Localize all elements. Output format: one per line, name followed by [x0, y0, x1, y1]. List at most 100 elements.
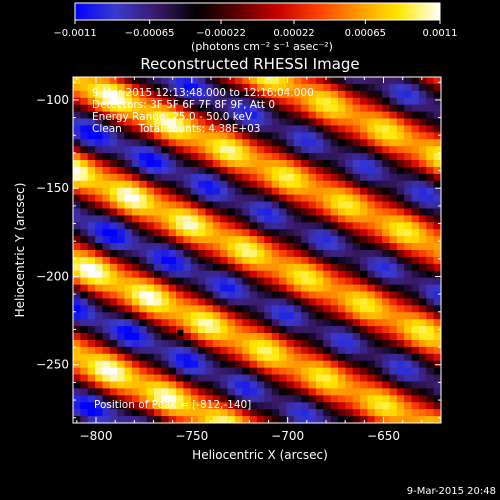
heatmap-cell [249, 118, 258, 127]
heatmap-cell [426, 263, 435, 272]
heatmap-cell [124, 160, 133, 168]
heatmap-cell [183, 201, 192, 210]
heatmap-cell [323, 187, 332, 196]
heatmap-cell [109, 83, 118, 92]
heatmap-cell [308, 215, 317, 223]
heatmap-cell [301, 416, 310, 423]
heatmap-cell [293, 83, 302, 92]
heatmap-cell [212, 312, 221, 320]
heatmap-cell [205, 339, 214, 348]
heatmap-cell [404, 90, 413, 99]
heatmap-cell [352, 346, 361, 355]
heatmap-cell [198, 125, 207, 133]
heatmap-cell [183, 416, 192, 423]
heatmap-cell [212, 277, 221, 286]
heatmap-cell [124, 395, 133, 403]
heatmap-cell [286, 395, 295, 403]
heatmap-cell [411, 146, 420, 154]
heatmap-cell [293, 339, 302, 348]
heatmap-cell [286, 187, 295, 196]
heatmap-cell [161, 187, 170, 196]
heatmap-cell [73, 381, 81, 389]
heatmap-cell [264, 319, 273, 327]
heatmap-cell [95, 263, 104, 272]
heatmap-cell [190, 236, 199, 244]
heatmap-cell [205, 243, 214, 251]
heatmap-cell [124, 298, 133, 306]
heatmap-cell [337, 305, 346, 313]
heatmap-cell [220, 346, 229, 355]
heatmap-cell [308, 236, 317, 244]
heatmap-cell [374, 243, 383, 251]
heatmap-cell [220, 339, 229, 348]
heatmap-cell [367, 208, 376, 216]
heatmap-cell [315, 319, 324, 327]
heatmap-cell [168, 229, 177, 237]
heatmap-cell [382, 160, 391, 168]
heatmap-cell [337, 180, 346, 189]
heatmap-cell [227, 146, 236, 154]
heatmap-cell [80, 319, 89, 327]
heatmap-cell [257, 395, 265, 403]
heatmap-cell [433, 222, 441, 230]
heatmap-cell [205, 319, 214, 327]
heatmap-cell [257, 194, 265, 203]
heatmap-cell [367, 139, 376, 147]
heatmap-cell [286, 83, 295, 92]
heatmap-cell [286, 173, 295, 182]
heatmap-cell [411, 416, 420, 423]
heatmap-cell [257, 236, 265, 244]
heatmap-cell [271, 353, 280, 362]
heatmap-cell [176, 360, 184, 369]
heatmap-cell [80, 346, 89, 355]
heatmap-cell [308, 166, 317, 175]
heatmap-cell [323, 111, 332, 120]
heatmap-cell [337, 284, 346, 293]
heatmap-cell [190, 388, 199, 396]
heatmap-cell [352, 374, 361, 383]
heatmap-cell [315, 215, 324, 223]
heatmap-cell [220, 277, 229, 286]
heatmap-cell [264, 187, 273, 196]
heatmap-cell [212, 160, 221, 168]
heatmap-cell [271, 333, 280, 341]
heatmap-cell [337, 416, 346, 423]
heatmap-cell [87, 215, 96, 223]
heatmap-cell [308, 160, 317, 168]
heatmap-cell [153, 125, 162, 133]
heatmap-cell [286, 90, 295, 99]
heatmap-cell [227, 222, 236, 230]
heatmap-cell [198, 139, 207, 147]
heatmap-cell [234, 132, 243, 140]
heatmap-cell [286, 388, 295, 396]
heatmap-cell [396, 298, 405, 306]
heatmap-cell [190, 215, 199, 223]
heatmap-cell [257, 111, 265, 120]
heatmap-cell [95, 395, 104, 403]
heatmap-cell [396, 236, 405, 244]
heatmap-cell [183, 326, 192, 334]
heatmap-cell [352, 305, 361, 313]
heatmap-cell [315, 305, 324, 313]
heatmap-cell [264, 243, 273, 251]
heatmap-cell [249, 83, 258, 92]
heatmap-cell [161, 160, 170, 168]
heatmap-cell [301, 139, 310, 147]
heatmap-cell [418, 388, 427, 396]
heatmap-cell [109, 291, 118, 300]
heatmap-cell [205, 388, 214, 396]
heatmap-cell [418, 374, 427, 383]
heatmap-cell [315, 395, 324, 403]
heatmap-cell [345, 111, 354, 120]
heatmap-cell [234, 326, 243, 334]
heatmap-cell [87, 180, 96, 189]
heatmap-cell [360, 187, 368, 196]
heatmap-cell [131, 388, 140, 396]
heatmap-cell [418, 173, 427, 182]
heatmap-cell [139, 187, 148, 196]
heatmap-cell [102, 388, 111, 396]
heatmap-cell [315, 83, 324, 92]
heatmap-cell [146, 187, 155, 196]
heatmap-cell [139, 77, 148, 85]
heatmap-cell [264, 360, 273, 369]
